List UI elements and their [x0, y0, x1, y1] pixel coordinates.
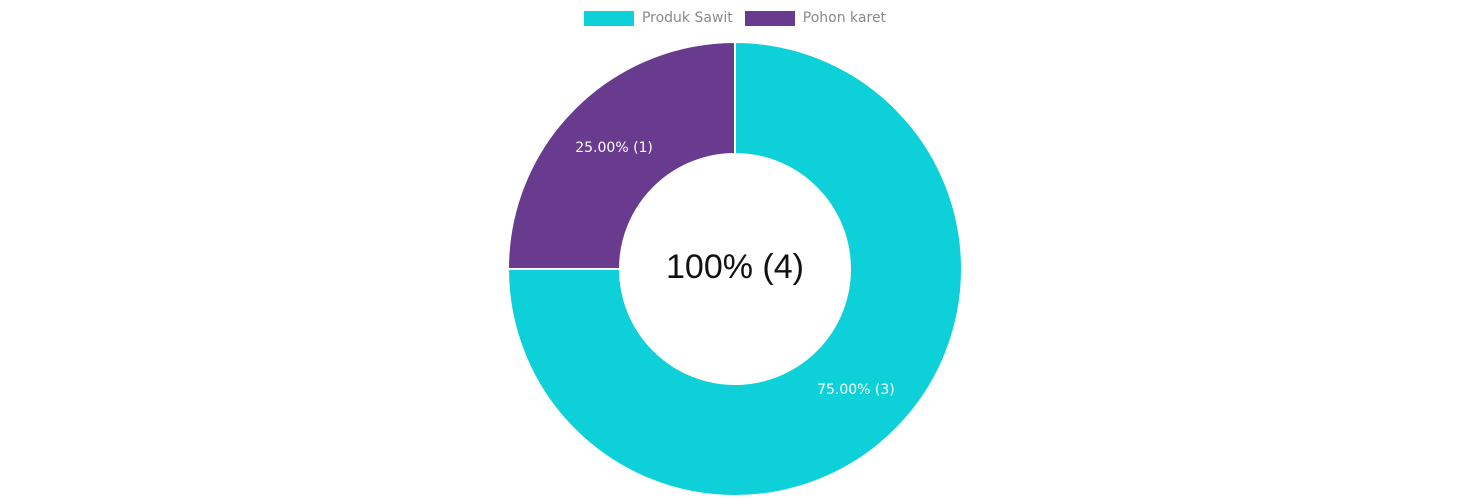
- legend-swatch-produk-sawit: [583, 10, 634, 26]
- legend-item-pohon-karet[interactable]: Pohon karet: [744, 10, 887, 26]
- slice-produk-sawit[interactable]: [506, 40, 963, 497]
- legend-item-produk-sawit[interactable]: Produk Sawit: [583, 10, 733, 26]
- legend-swatch-pohon-karet: [744, 10, 795, 26]
- legend-label-pohon-karet: Pohon karet: [802, 10, 887, 26]
- legend-label-produk-sawit: Produk Sawit: [641, 10, 733, 26]
- slice-label-pohon-karet: 25.00% (1): [575, 140, 653, 156]
- slice-pohon-karet[interactable]: [506, 40, 736, 270]
- slice-label-produk-sawit: 75.00% (3): [817, 382, 895, 398]
- chart-legend: Produk Sawit Pohon karet: [0, 10, 1470, 26]
- center-total-label: 100% (4): [666, 248, 804, 286]
